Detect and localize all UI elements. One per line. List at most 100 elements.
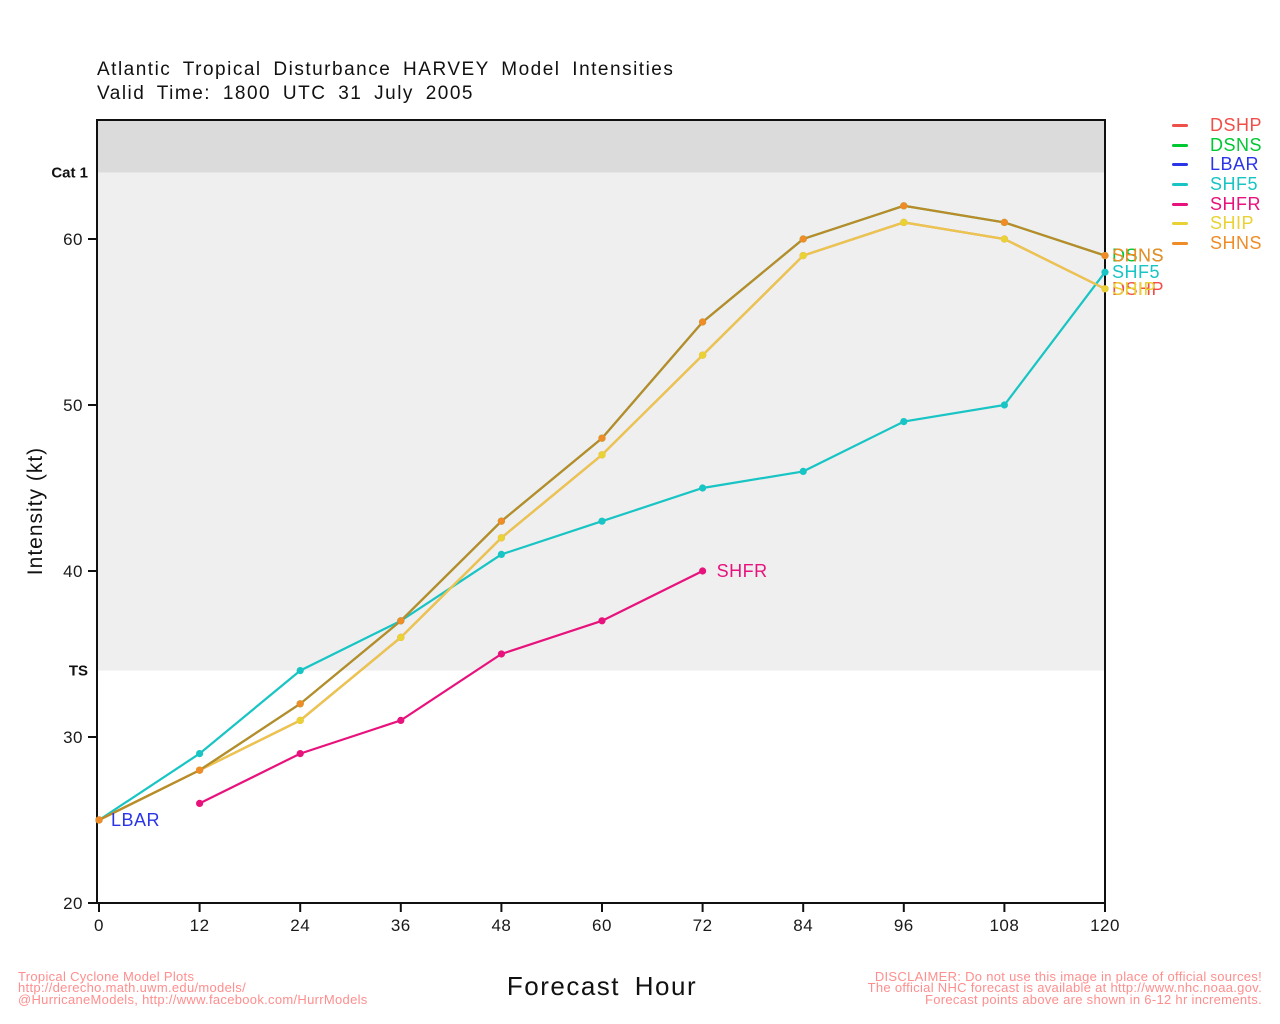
shf5-marker [296, 667, 304, 675]
shfr-marker [497, 650, 505, 658]
legend-label-dsns: DSNS [1210, 134, 1263, 155]
footer-disclaimer-line-3: Forecast points above are shown in 6-12 … [924, 991, 1262, 1007]
shfr-line [199, 570, 704, 805]
legend-item-lbar: LBAR [1172, 154, 1262, 175]
shns-marker [196, 766, 204, 774]
shfr-marker [598, 617, 606, 625]
shfr-marker [296, 750, 304, 758]
dshp-edge-label: DSHP [1112, 279, 1164, 299]
x-tick-label: 72 [693, 916, 713, 935]
shf5-marker [799, 467, 807, 475]
shf5-marker [1000, 401, 1009, 409]
ship-edge-label: SHIP [1112, 279, 1156, 299]
ship-marker [900, 218, 908, 226]
legend-label-shf5: SHF5 [1210, 174, 1259, 195]
legend-item-shf5: SHF5 [1172, 174, 1262, 195]
x-tick-label: 24 [290, 916, 310, 935]
shf5-marker [1101, 268, 1109, 276]
shfr-marker [397, 716, 405, 725]
shns-marker [598, 434, 606, 442]
footer-credit-line-2: http://derecho.math.uwm.edu/models/ [18, 980, 247, 996]
x-tick-label: 96 [894, 916, 914, 935]
x-tick-label: 84 [793, 916, 813, 935]
legend-label-shfr: SHFR [1210, 193, 1261, 214]
legend-item-dshp: DSHP [1172, 115, 1263, 136]
shf5-marker [196, 750, 204, 758]
shf5-marker [900, 418, 908, 426]
x-tick-label: 108 [989, 916, 1019, 935]
footer-credits: Tropical Cyclone Model Plots http://dere… [18, 970, 368, 1007]
x-tick-label: 12 [190, 916, 210, 935]
ship-marker [397, 633, 405, 642]
shf5-edge-label: SHF5 [1112, 262, 1160, 282]
shns-markers [95, 202, 1109, 824]
shfr-series-label: SHFR [717, 561, 768, 581]
shf5-marker [598, 517, 606, 525]
legend-label-dshp: DSHP [1210, 115, 1263, 136]
title-block: Atlantic Tropical Disturbance HARVEY Mod… [97, 58, 674, 106]
legend-item-shns: SHNS [1172, 232, 1263, 254]
shns-edge-label: SHNS [1112, 246, 1164, 266]
y-tick-label: 30 [63, 728, 83, 747]
lbar-series-label: LBAR [111, 810, 160, 830]
y-tick-label: 60 [63, 230, 83, 249]
cat1-band [97, 120, 1105, 173]
x-axis-label: Forecast Hour [506, 971, 698, 1001]
shfr-markers [196, 567, 707, 808]
dsns-edge-label: DSNS [1112, 246, 1164, 266]
legend-item-dsns: DSNS [1172, 134, 1263, 156]
x-tick-label: 120 [1090, 916, 1120, 935]
footer-disclaimer-line-2: The official NHC forecast is available a… [867, 980, 1262, 996]
ship-marker [1101, 285, 1109, 293]
legend-label-shns: SHNS [1210, 232, 1263, 253]
legend-label-lbar: LBAR [1210, 154, 1260, 175]
shf5-marker [497, 550, 505, 559]
legend-item-ship: SHIP [1172, 213, 1262, 234]
shns-marker [397, 617, 405, 625]
plot-border [96, 119, 1106, 904]
shns-line-swatch-icon [1172, 241, 1188, 245]
shns-marker [1101, 252, 1109, 260]
lbar-line-swatch-icon [1172, 163, 1188, 167]
chart-title: Atlantic Tropical Disturbance HARVEY Mod… [97, 59, 675, 80]
x-tick-label: 36 [391, 916, 411, 935]
shns-marker [497, 517, 505, 525]
shns-marker [1000, 218, 1009, 226]
ts-band-label: TS [69, 663, 88, 680]
shns-marker [95, 816, 103, 824]
shfr-line-swatch-icon [1172, 202, 1188, 206]
footer-disclaimer: DISCLAIMER: Do not use this image in pla… [867, 969, 1262, 1007]
x-tick-label: 48 [491, 916, 511, 935]
ship-line-swatch-icon [1172, 222, 1188, 226]
x-tick-label: 60 [592, 916, 612, 935]
footer-credit-line-3: @HurricaneModels, http://www.facebook.co… [18, 991, 368, 1007]
y-tick-label: 40 [63, 562, 83, 581]
cat1-band-label: Cat 1 [51, 165, 88, 182]
shns-marker [900, 202, 908, 210]
dsns-line-swatch-icon [1172, 143, 1188, 147]
shns-marker [799, 235, 807, 243]
legend-label-ship: SHIP [1210, 213, 1255, 234]
y-tick-label: 20 [63, 894, 83, 913]
legend: DSHP DSNS LBAR SHF5 SHFR SHIP SHNS [1172, 115, 1263, 254]
shf5-line-swatch-icon [1172, 183, 1188, 187]
shfr-marker [196, 799, 204, 808]
ship-marker [598, 451, 606, 459]
x-tick-label: 0 [94, 916, 104, 935]
y-tick-label: 50 [63, 396, 83, 415]
ship-marker [799, 252, 807, 260]
y-axis-label: Intensity (kt) [24, 446, 47, 576]
legend-item-shfr: SHFR [1172, 194, 1262, 214]
shns-marker [699, 318, 707, 326]
shns-marker [296, 700, 304, 708]
shfr-marker [699, 567, 707, 575]
ship-marker [497, 534, 505, 542]
shf5-marker [699, 484, 707, 492]
chart-subtitle: Valid Time: 1800 UTC 31 July 2005 [97, 83, 474, 104]
dshp-line-swatch-icon [1172, 124, 1188, 128]
ship-marker [296, 716, 304, 725]
ship-marker [699, 351, 707, 359]
footer-disclaimer-line-1: DISCLAIMER: Do not use this image in pla… [874, 969, 1262, 984]
